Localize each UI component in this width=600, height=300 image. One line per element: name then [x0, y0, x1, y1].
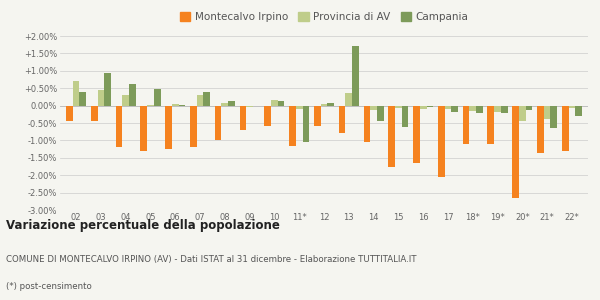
Bar	[388, 106, 395, 166]
Bar	[494, 106, 501, 112]
Bar	[302, 106, 309, 142]
Bar	[487, 106, 494, 144]
Bar	[427, 106, 433, 107]
Bar	[451, 106, 458, 112]
Bar	[346, 93, 352, 106]
Bar	[73, 81, 79, 106]
Bar	[519, 106, 526, 121]
Bar	[463, 106, 469, 144]
Bar	[203, 92, 210, 106]
Bar	[370, 106, 377, 110]
Bar	[501, 106, 508, 113]
Bar	[314, 106, 320, 127]
Bar	[289, 106, 296, 146]
Bar	[190, 106, 197, 147]
Bar	[265, 106, 271, 127]
Bar	[221, 103, 228, 106]
Bar	[154, 88, 161, 106]
Text: COMUNE DI MONTECALVO IRPINO (AV) - Dati ISTAT al 31 dicembre - Elaborazione TUTT: COMUNE DI MONTECALVO IRPINO (AV) - Dati …	[6, 255, 416, 264]
Bar	[575, 106, 582, 116]
Bar	[445, 106, 451, 109]
Bar	[420, 106, 427, 109]
Bar	[438, 106, 445, 177]
Bar	[278, 101, 284, 106]
Bar	[228, 101, 235, 106]
Bar	[377, 106, 383, 121]
Bar	[402, 106, 409, 127]
Bar	[352, 46, 359, 106]
Bar	[413, 106, 420, 163]
Bar	[116, 106, 122, 147]
Bar	[395, 106, 402, 108]
Bar	[328, 103, 334, 106]
Bar	[320, 104, 328, 106]
Bar	[215, 106, 221, 140]
Bar	[91, 106, 98, 121]
Bar	[140, 106, 147, 151]
Bar	[98, 90, 104, 106]
Bar	[172, 104, 179, 106]
Bar	[79, 92, 86, 106]
Bar	[339, 106, 346, 134]
Bar	[562, 106, 569, 151]
Text: Variazione percentuale della popolazione: Variazione percentuale della popolazione	[6, 219, 280, 232]
Bar	[122, 95, 129, 106]
Bar	[239, 106, 246, 130]
Bar	[512, 106, 519, 198]
Bar	[66, 106, 73, 121]
Bar	[179, 105, 185, 106]
Text: (*) post-censimento: (*) post-censimento	[6, 282, 92, 291]
Bar	[526, 106, 532, 110]
Bar	[296, 106, 302, 109]
Bar	[544, 106, 550, 119]
Bar	[129, 84, 136, 106]
Bar	[537, 106, 544, 153]
Bar	[165, 106, 172, 149]
Bar	[569, 106, 575, 108]
Bar	[469, 106, 476, 111]
Bar	[147, 105, 154, 106]
Bar	[271, 100, 278, 106]
Bar	[197, 95, 203, 106]
Bar	[476, 106, 483, 112]
Bar	[364, 106, 370, 142]
Bar	[550, 106, 557, 128]
Legend: Montecalvo Irpino, Provincia di AV, Campania: Montecalvo Irpino, Provincia di AV, Camp…	[176, 8, 472, 26]
Bar	[104, 73, 111, 106]
